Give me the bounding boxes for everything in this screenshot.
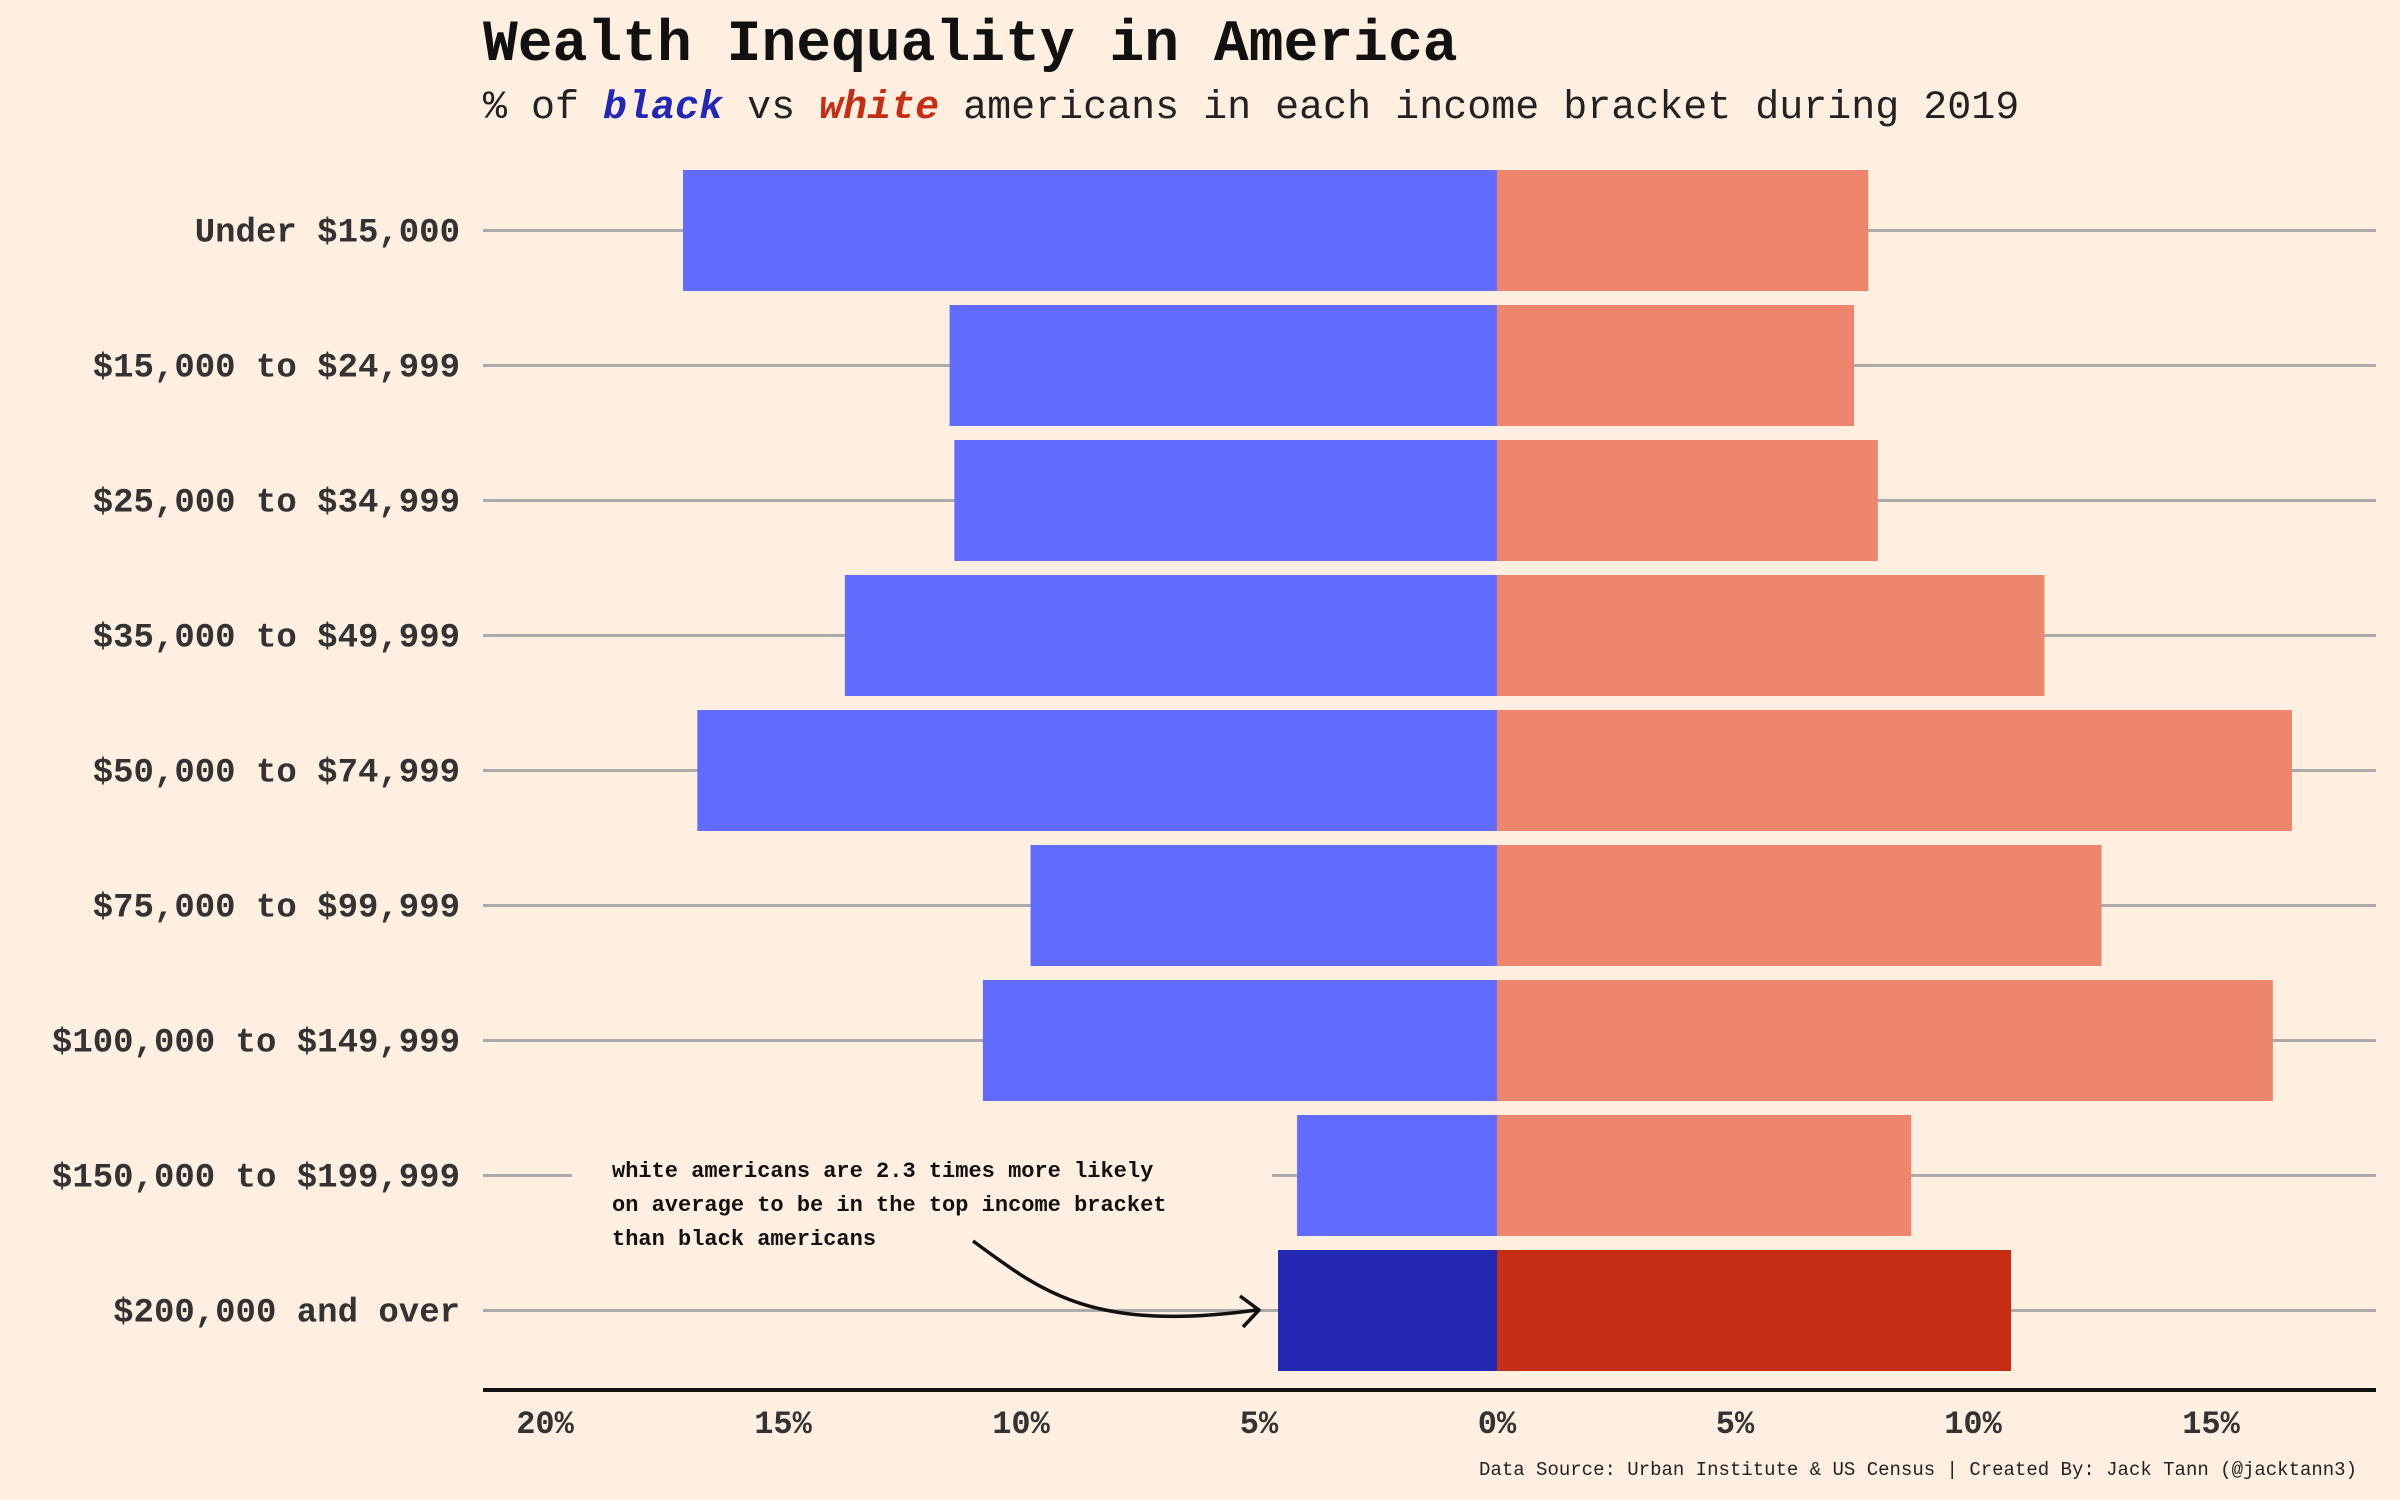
x-tick-label: 10% [1944, 1406, 2002, 1443]
annotation: white americans are 2.3 times more likel… [572, 1145, 1272, 1329]
bar-black [844, 575, 1497, 696]
category-label: $25,000 to $34,999 [93, 485, 460, 523]
annotation-backdrop [572, 1145, 1272, 1253]
x-tick-label: 15% [754, 1406, 812, 1443]
x-tick-label: 20% [516, 1406, 574, 1443]
bar-black [683, 170, 1497, 291]
chart-title: Wealth Inequality in America [483, 13, 1458, 78]
category-label: $150,000 to $199,999 [52, 1160, 460, 1198]
category-labels: Under $15,000 $15,000 to $24,999 $25,000 t… [52, 215, 460, 1333]
bar-white [1497, 170, 1869, 291]
bar-black [1297, 1115, 1497, 1236]
bar-black [949, 305, 1497, 426]
annotation-arrowhead [1238, 1294, 1261, 1329]
annotation-arrow [971, 1239, 1258, 1319]
bar-white [1497, 845, 2102, 966]
bar-white [1497, 980, 2273, 1101]
x-tick-label: 5% [1716, 1406, 1755, 1443]
x-tick-labels: 20% 15% 10% 5% 0% 5% 10% 15% [516, 1406, 2240, 1443]
bar-white [1497, 1115, 1912, 1236]
subtitle-white-word: white [819, 86, 939, 131]
annotation-line: than black americans [612, 1227, 876, 1252]
category-label: Under $15,000 [195, 215, 460, 253]
subtitle-suffix: americans in each income bracket during … [939, 86, 2019, 131]
bar-black [982, 980, 1497, 1101]
x-tick-label: 15% [2182, 1406, 2240, 1443]
x-tick-label: 0% [1478, 1406, 1517, 1443]
annotation-line: on average to be in the top income brack… [612, 1193, 1167, 1218]
annotation-line: white americans are 2.3 times more likel… [612, 1159, 1153, 1184]
subtitle-black-word: black [603, 86, 724, 131]
bar-white [1497, 305, 1854, 426]
bar-white [1497, 1250, 2012, 1371]
subtitle-middle: vs [723, 86, 819, 131]
bar-white [1497, 440, 1878, 561]
x-tick-label: 10% [992, 1406, 1050, 1443]
category-label: $75,000 to $99,999 [93, 890, 460, 928]
category-label: $15,000 to $24,999 [93, 350, 460, 388]
bar-white [1497, 710, 2292, 831]
category-label: $35,000 to $49,999 [93, 620, 460, 658]
x-tick-label: 5% [1240, 1406, 1279, 1443]
subtitle-prefix: % of [483, 86, 603, 131]
bar-black [1030, 845, 1497, 966]
category-label: $200,000 and over [113, 1295, 460, 1333]
bar-black [697, 710, 1497, 831]
chart-subtitle: % of black vs white americans in each in… [483, 86, 2019, 131]
category-label: $100,000 to $149,999 [52, 1025, 460, 1063]
category-label: $50,000 to $74,999 [93, 755, 460, 793]
caption: Data Source: Urban Institute & US Census… [1479, 1459, 2357, 1481]
bar-black [1278, 1250, 1497, 1371]
bar-white [1497, 575, 2045, 696]
bar-black [954, 440, 1497, 561]
bars [683, 170, 2292, 1371]
